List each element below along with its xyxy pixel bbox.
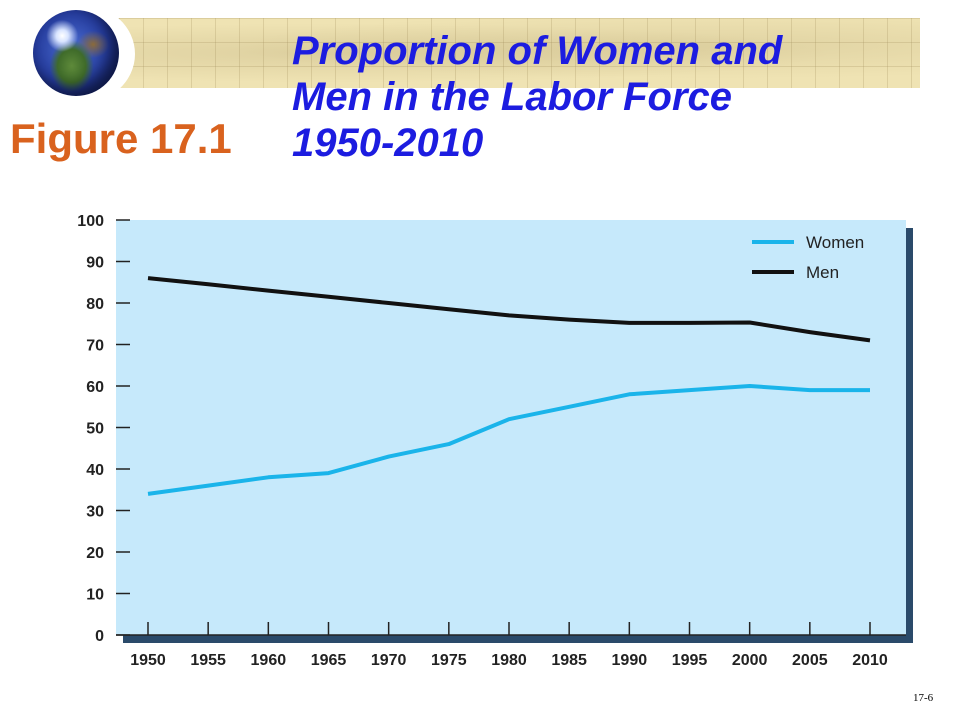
x-tick-label: 1970 [371,652,407,669]
slide-title-line-2: Men in the Labor Force [292,75,733,119]
x-tick-label: 1980 [491,652,527,669]
x-tick-label: 1985 [551,652,587,669]
series-line-men [147,276,871,343]
y-tick-label: 10 [86,587,104,604]
slide-number: 17-6 [913,692,934,704]
slide-title: Proportion of Women and Men in the Labor… [292,28,922,166]
y-tick-label: 90 [86,255,104,272]
y-tick-label: 70 [86,338,104,355]
x-tick-label: 1965 [311,652,347,669]
x-tick-label: 1975 [431,652,467,669]
figure-label: Figure 17.1 [10,115,232,162]
x-tick-label: 2010 [852,652,888,669]
x-tick-label: 1995 [672,652,708,669]
series-layer [147,276,871,496]
x-tick-label: 2000 [732,652,768,669]
y-tick-label: 60 [86,379,104,396]
slide-title-line-1: Proportion of Women and [292,29,783,73]
y-axis: 0 10 20 30 40 50 60 70 80 90 100 [77,213,130,645]
y-tick-label: 100 [77,213,104,230]
header-banner [95,18,920,88]
x-tick-label: 1955 [190,652,226,669]
legend-label-women: Women [806,233,864,252]
plot-area [116,220,906,635]
y-tick-label: 80 [86,296,104,313]
series-line-women [147,384,870,496]
x-tick-label: 1990 [612,652,648,669]
x-axis: 1950 1955 1960 1965 1970 1975 1980 1985 1990 1995… [130,622,888,669]
legend: Women Men [752,233,864,282]
y-tick-label: 0 [95,628,104,645]
x-tick-label: 1950 [130,652,166,669]
y-tick-label: 20 [86,545,104,562]
x-tick-label: 1960 [251,652,287,669]
legend-label-men: Men [806,263,839,282]
slide-title-line-3: 1950-2010 [292,121,484,165]
globe-icon [33,10,119,96]
header-banner-texture [95,18,920,88]
y-tick-label: 30 [86,504,104,521]
x-tick-label: 2005 [792,652,828,669]
y-tick-label: 40 [86,462,104,479]
y-tick-label: 50 [86,421,104,438]
